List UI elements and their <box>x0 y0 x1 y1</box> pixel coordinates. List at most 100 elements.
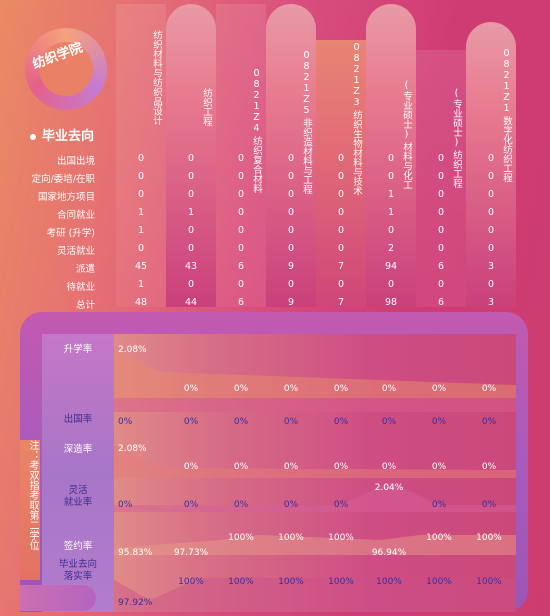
column-header-code: 0821Z1 <box>501 48 512 114</box>
table-cell: 0 <box>337 171 345 182</box>
table-cell: 0 <box>137 171 145 182</box>
column-header-label: 纺织生物材料与技术 <box>351 110 362 196</box>
metric-value: 0% <box>283 384 299 394</box>
table-cell: 0 <box>237 243 245 254</box>
column-header-label: 纺织工程 <box>451 150 462 188</box>
column-header-2: 纺织工程 <box>169 88 213 126</box>
table-cell: 3 <box>487 261 495 272</box>
row-label: 待就业 <box>66 282 95 293</box>
column-header-1: 纺织材料与纺织品设计 <box>119 30 163 125</box>
table-cell: 0 <box>287 243 295 254</box>
row-label: 考研 (升学) <box>46 228 95 239</box>
table-cell: 0 <box>487 171 495 182</box>
table-cell: 0 <box>187 153 195 164</box>
metric-value: 100% <box>278 533 304 543</box>
table-cell: 0 <box>337 279 345 290</box>
table-cell: 1 <box>387 189 395 200</box>
table-cell: 1 <box>137 279 145 290</box>
table-cell: 0 <box>437 279 445 290</box>
table-cell: 0 <box>187 225 195 236</box>
table-cell: 0 <box>187 279 195 290</box>
table-cell: 0 <box>487 153 495 164</box>
table-cell: 0 <box>387 153 395 164</box>
metric-value: 0% <box>431 417 447 427</box>
table-cell: 7 <box>337 261 345 272</box>
bullet-icon <box>30 133 36 140</box>
column-header-8: 数字化纺织工程 0821Z1 <box>469 48 513 183</box>
column-header-3: 纺织复合材料 0821Z4 <box>219 68 263 193</box>
metric-value: 2.08% <box>118 345 147 355</box>
metric-value: 100% <box>376 577 402 587</box>
table-cell: 0 <box>487 243 495 254</box>
table-cell: 0 <box>237 207 245 218</box>
table-cell: 0 <box>337 243 345 254</box>
table-cell: 44 <box>184 297 198 308</box>
table-cell: 1 <box>387 207 395 218</box>
column-header-label: 纺织复合材料 <box>251 136 262 193</box>
column-header-label: 非织造材料与工程 <box>301 118 312 194</box>
table-cell: 0 <box>437 153 445 164</box>
table-cell: 0 <box>487 207 495 218</box>
metric-value: 0% <box>381 384 397 394</box>
metric-value: 100% <box>476 577 502 587</box>
table-cell: 0 <box>337 207 345 218</box>
metric-value: 0% <box>333 384 349 394</box>
metric-label: 灵活 就业率 <box>63 485 93 508</box>
metric-value: 0% <box>481 500 497 510</box>
metric-value: 0% <box>381 417 397 427</box>
column-header-code: 0821Z4 <box>251 68 262 134</box>
metric-value: 100% <box>328 533 354 543</box>
table-cell: 6 <box>237 297 245 308</box>
row-label: 总计 <box>75 300 95 311</box>
column-bg-4 <box>266 4 316 307</box>
table-cell: 1 <box>137 225 145 236</box>
column-header-code: 0821Z5 <box>301 50 312 116</box>
table-cell: 0 <box>437 243 445 254</box>
metric-value: 0% <box>481 462 497 472</box>
metric-value: 0% <box>283 500 299 510</box>
metric-value: 100% <box>426 577 452 587</box>
metric-label: 毕业去向 落实率 <box>58 559 97 582</box>
table-cell: 0 <box>287 225 295 236</box>
metric-value: 0% <box>233 500 249 510</box>
table-cell: 0 <box>287 153 295 164</box>
row-label: 定向/委培/在职 <box>31 174 95 185</box>
metric-value: 0% <box>381 462 397 472</box>
table-cell: 0 <box>437 171 445 182</box>
table-cell: 0 <box>287 189 295 200</box>
table-cell: 0 <box>237 279 245 290</box>
metric-value: 0% <box>431 462 447 472</box>
metric-value: 100% <box>228 577 254 587</box>
section-title-text: 毕业去向 <box>42 129 95 144</box>
table-cell: 0 <box>387 171 395 182</box>
table-cell: 9 <box>287 297 295 308</box>
metric-value: 0% <box>183 417 199 427</box>
metric-value: 0% <box>118 417 133 427</box>
metric-value: 0% <box>481 384 497 394</box>
column-header-label: 纺织材料与纺织品设计 <box>151 30 162 125</box>
metric-value: 100% <box>178 577 204 587</box>
metric-value: 97.73% <box>173 548 209 558</box>
column-bg-7 <box>416 50 466 307</box>
table-cell: 0 <box>487 225 495 236</box>
metric-value: 95.83% <box>118 548 153 558</box>
table-cell: 0 <box>337 189 345 200</box>
metrics-label-column <box>42 334 114 612</box>
table-cell: 0 <box>237 225 245 236</box>
table-cell: 6 <box>437 261 445 272</box>
table-cell: 7 <box>337 297 345 308</box>
metric-value: 0% <box>431 384 447 394</box>
metric-value: 0% <box>333 417 349 427</box>
table-cell: 0 <box>387 279 395 290</box>
table-cell: 0 <box>137 243 145 254</box>
table-cell: 0 <box>237 189 245 200</box>
metric-value: 100% <box>426 533 452 543</box>
metric-value: 100% <box>228 533 254 543</box>
metric-value: 2.04% <box>374 483 404 493</box>
table-cell: 43 <box>184 261 198 272</box>
table-cell: 0 <box>137 153 145 164</box>
column-header-code: 0821Z3 <box>351 42 362 108</box>
table-cell: 0 <box>437 189 445 200</box>
table-cell: 0 <box>237 153 245 164</box>
